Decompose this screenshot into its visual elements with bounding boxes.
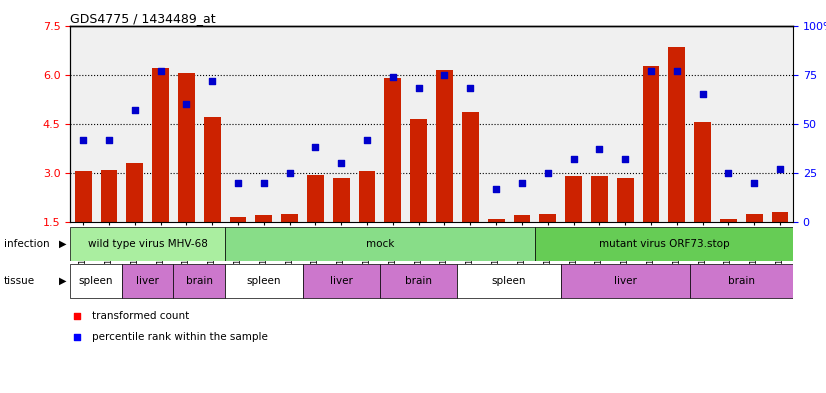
Point	[257, 180, 270, 186]
Text: ▶: ▶	[59, 276, 66, 286]
Text: spleen: spleen	[491, 276, 526, 286]
Bar	[690, 264, 793, 298]
Point	[722, 170, 735, 176]
Bar	[720, 219, 737, 222]
Point	[360, 136, 373, 143]
Bar	[746, 214, 762, 222]
Bar	[565, 176, 582, 222]
Bar	[225, 264, 302, 298]
Text: mutant virus ORF73.stop: mutant virus ORF73.stop	[599, 239, 729, 249]
Text: brain: brain	[186, 276, 213, 286]
Text: ▶: ▶	[59, 239, 66, 249]
Bar	[458, 264, 561, 298]
Bar	[694, 122, 711, 222]
Text: wild type virus MHV-68: wild type virus MHV-68	[88, 239, 207, 249]
Bar	[358, 171, 376, 222]
Bar	[535, 227, 793, 261]
Point	[541, 170, 554, 176]
Text: brain: brain	[728, 276, 755, 286]
Text: mock: mock	[366, 239, 394, 249]
Point	[644, 68, 657, 74]
Point	[748, 180, 761, 186]
Point	[490, 185, 503, 192]
Bar	[70, 227, 225, 261]
Point	[128, 107, 141, 113]
Point	[773, 166, 786, 172]
Text: GDS4775 / 1434489_at: GDS4775 / 1434489_at	[70, 12, 216, 25]
Point	[412, 85, 425, 92]
Bar	[643, 66, 659, 222]
Bar	[487, 219, 505, 222]
Bar	[70, 264, 122, 298]
Bar	[302, 264, 380, 298]
Point	[231, 180, 244, 186]
Bar	[333, 178, 349, 222]
Bar	[230, 217, 246, 222]
Point	[619, 156, 632, 162]
Point	[567, 156, 580, 162]
Bar	[152, 68, 169, 222]
Bar	[384, 78, 401, 222]
Bar	[514, 215, 530, 222]
Point	[71, 313, 84, 319]
Bar	[380, 264, 458, 298]
Bar	[561, 264, 690, 298]
Bar	[101, 170, 117, 222]
Bar	[539, 214, 556, 222]
Bar	[307, 174, 324, 222]
Text: transformed count: transformed count	[92, 311, 189, 321]
Bar	[204, 117, 221, 222]
Text: spleen: spleen	[246, 276, 281, 286]
Point	[335, 160, 348, 166]
Point	[309, 144, 322, 151]
Bar	[173, 264, 225, 298]
Text: liver: liver	[614, 276, 637, 286]
Point	[593, 146, 606, 152]
Bar	[668, 47, 686, 222]
Bar	[771, 212, 789, 222]
Point	[515, 180, 529, 186]
Point	[71, 333, 84, 340]
Point	[696, 91, 710, 97]
Bar	[617, 178, 634, 222]
Point	[77, 136, 90, 143]
Bar	[178, 73, 195, 222]
Bar	[255, 215, 273, 222]
Text: brain: brain	[406, 276, 432, 286]
Point	[463, 85, 477, 92]
Point	[387, 73, 400, 80]
Text: liver: liver	[136, 276, 159, 286]
Bar	[591, 176, 608, 222]
Point	[154, 68, 167, 74]
Point	[670, 68, 683, 74]
Text: infection: infection	[4, 239, 50, 249]
Bar	[122, 264, 173, 298]
Bar	[126, 163, 143, 222]
Bar	[436, 70, 453, 222]
Point	[283, 170, 297, 176]
Text: spleen: spleen	[78, 276, 113, 286]
Bar	[411, 119, 427, 222]
Bar	[462, 112, 479, 222]
Bar	[74, 171, 92, 222]
Text: tissue: tissue	[4, 276, 36, 286]
Point	[438, 72, 451, 78]
Bar	[281, 214, 298, 222]
Text: liver: liver	[330, 276, 353, 286]
Point	[102, 136, 116, 143]
Bar	[225, 227, 534, 261]
Point	[180, 101, 193, 107]
Text: percentile rank within the sample: percentile rank within the sample	[92, 332, 268, 342]
Point	[206, 77, 219, 84]
